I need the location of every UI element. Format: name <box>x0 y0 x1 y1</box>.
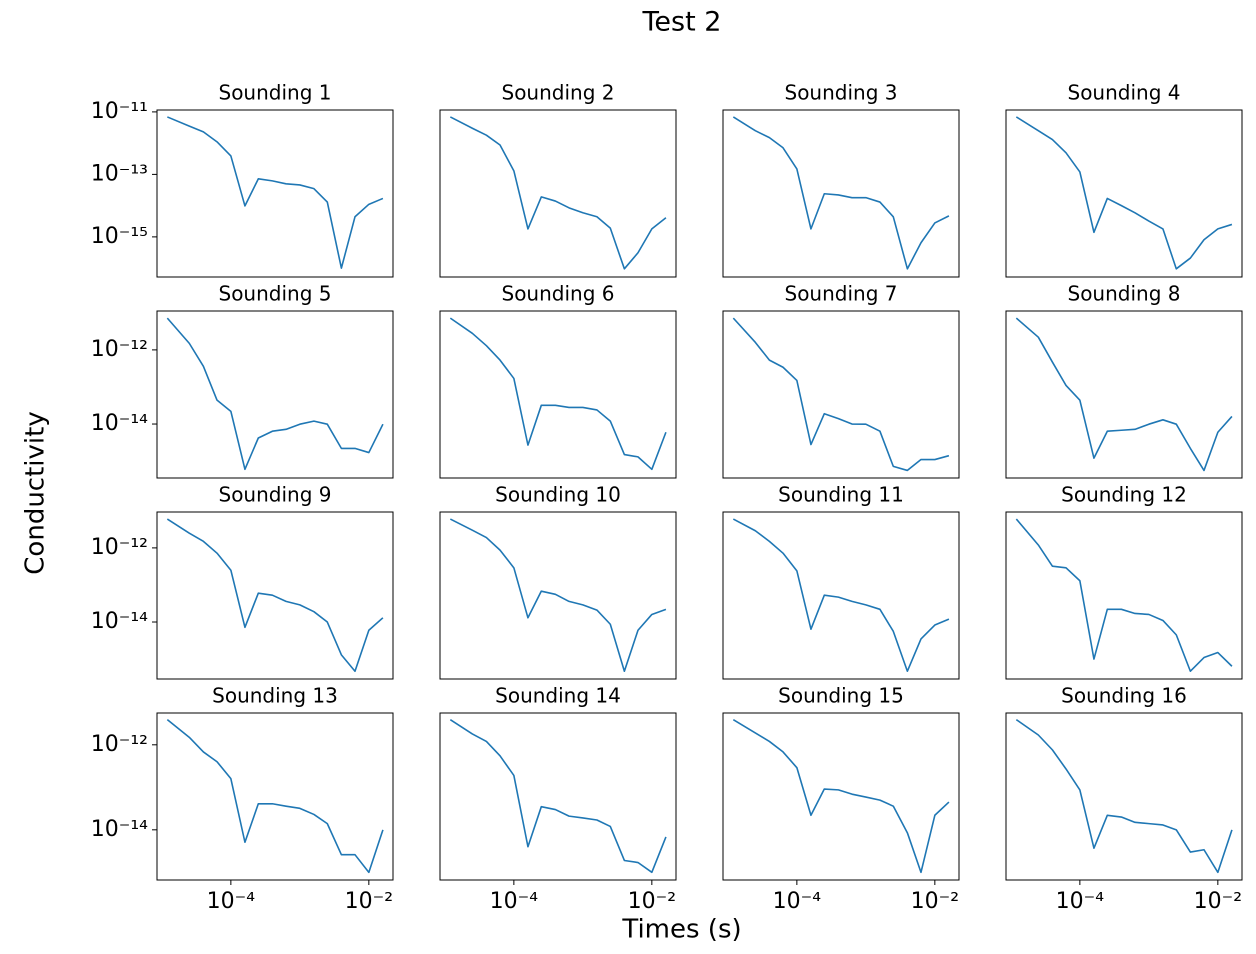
axes-frame <box>156 109 394 278</box>
y-axis-label: Conductivity <box>21 411 51 574</box>
axes-frame <box>439 109 677 278</box>
y-tick-label: 10⁻¹² <box>91 732 148 757</box>
subplot-title: Sounding 7 <box>785 282 898 306</box>
data-line <box>732 518 950 673</box>
data-line <box>167 116 384 269</box>
axes-frame <box>156 310 394 479</box>
axes-frame <box>722 310 960 479</box>
axes-frame <box>722 511 960 680</box>
subplot-title: Sounding 8 <box>1068 282 1181 306</box>
x-tick-label: 10⁻² <box>345 889 393 914</box>
axes-frame <box>156 712 394 881</box>
y-tick-label: 10⁻¹³ <box>91 161 148 186</box>
x-tick-label: 10⁻² <box>911 889 959 914</box>
x-tick-label: 10⁻⁴ <box>207 889 256 914</box>
axes-frame <box>439 712 677 881</box>
y-tick-label: 10⁻¹² <box>91 337 148 362</box>
subplot-title: Sounding 1 <box>219 81 332 105</box>
y-tick-label: 10⁻¹¹ <box>91 99 148 124</box>
y-tick-label: 10⁻¹⁴ <box>91 817 148 842</box>
data-line <box>1015 719 1233 874</box>
data-line <box>732 317 950 472</box>
subplot-title: Sounding 4 <box>1068 81 1181 105</box>
x-tick-label: 10⁻² <box>628 889 676 914</box>
data-line <box>449 116 667 270</box>
data-line <box>449 719 667 874</box>
x-tick-label: 10⁻⁴ <box>1056 889 1105 914</box>
axes-frame <box>722 712 960 881</box>
subplot-title: Sounding 13 <box>212 684 338 708</box>
subplot-title: Sounding 3 <box>785 81 898 105</box>
data-line <box>1015 518 1233 673</box>
data-line <box>449 518 667 673</box>
data-line <box>1015 317 1233 472</box>
subplot-title: Sounding 16 <box>1061 684 1187 708</box>
subplot-title: Sounding 11 <box>778 483 904 507</box>
y-tick-label: 10⁻¹² <box>91 535 148 560</box>
subplot-title: Sounding 5 <box>219 282 332 306</box>
x-tick-label: 10⁻⁴ <box>773 889 822 914</box>
subplot-title: Sounding 2 <box>502 81 615 105</box>
subplot-title: Sounding 14 <box>495 684 621 708</box>
axes-frame <box>439 310 677 479</box>
data-line <box>449 317 667 471</box>
subplot-title: Sounding 15 <box>778 684 904 708</box>
data-line <box>166 719 384 874</box>
x-axis-label: Times (s) <box>621 915 741 945</box>
x-tick-label: 10⁻² <box>1194 889 1242 914</box>
subplot-title: Sounding 12 <box>1061 483 1187 507</box>
axes-frame <box>1005 511 1243 680</box>
data-line <box>732 116 950 270</box>
axes-frame <box>1005 712 1243 881</box>
data-line <box>166 518 384 673</box>
y-tick-label: 10⁻¹⁴ <box>91 411 148 436</box>
x-tick-label: 10⁻⁴ <box>490 889 539 914</box>
axes-frame <box>1005 109 1243 278</box>
axes-frame <box>156 511 394 680</box>
axes-frame <box>439 511 677 680</box>
subplot-title: Sounding 9 <box>219 483 332 507</box>
y-tick-label: 10⁻¹⁵ <box>91 224 148 249</box>
data-line <box>732 718 950 874</box>
axes-frame <box>1005 310 1243 479</box>
subplot-title: Sounding 10 <box>495 483 621 507</box>
subplot-title: Sounding 6 <box>502 282 615 306</box>
y-tick-label: 10⁻¹⁴ <box>91 609 148 634</box>
figure-title: Test 2 <box>642 7 722 38</box>
data-line <box>166 317 384 471</box>
axes-frame <box>722 109 960 278</box>
data-line <box>1015 116 1233 270</box>
